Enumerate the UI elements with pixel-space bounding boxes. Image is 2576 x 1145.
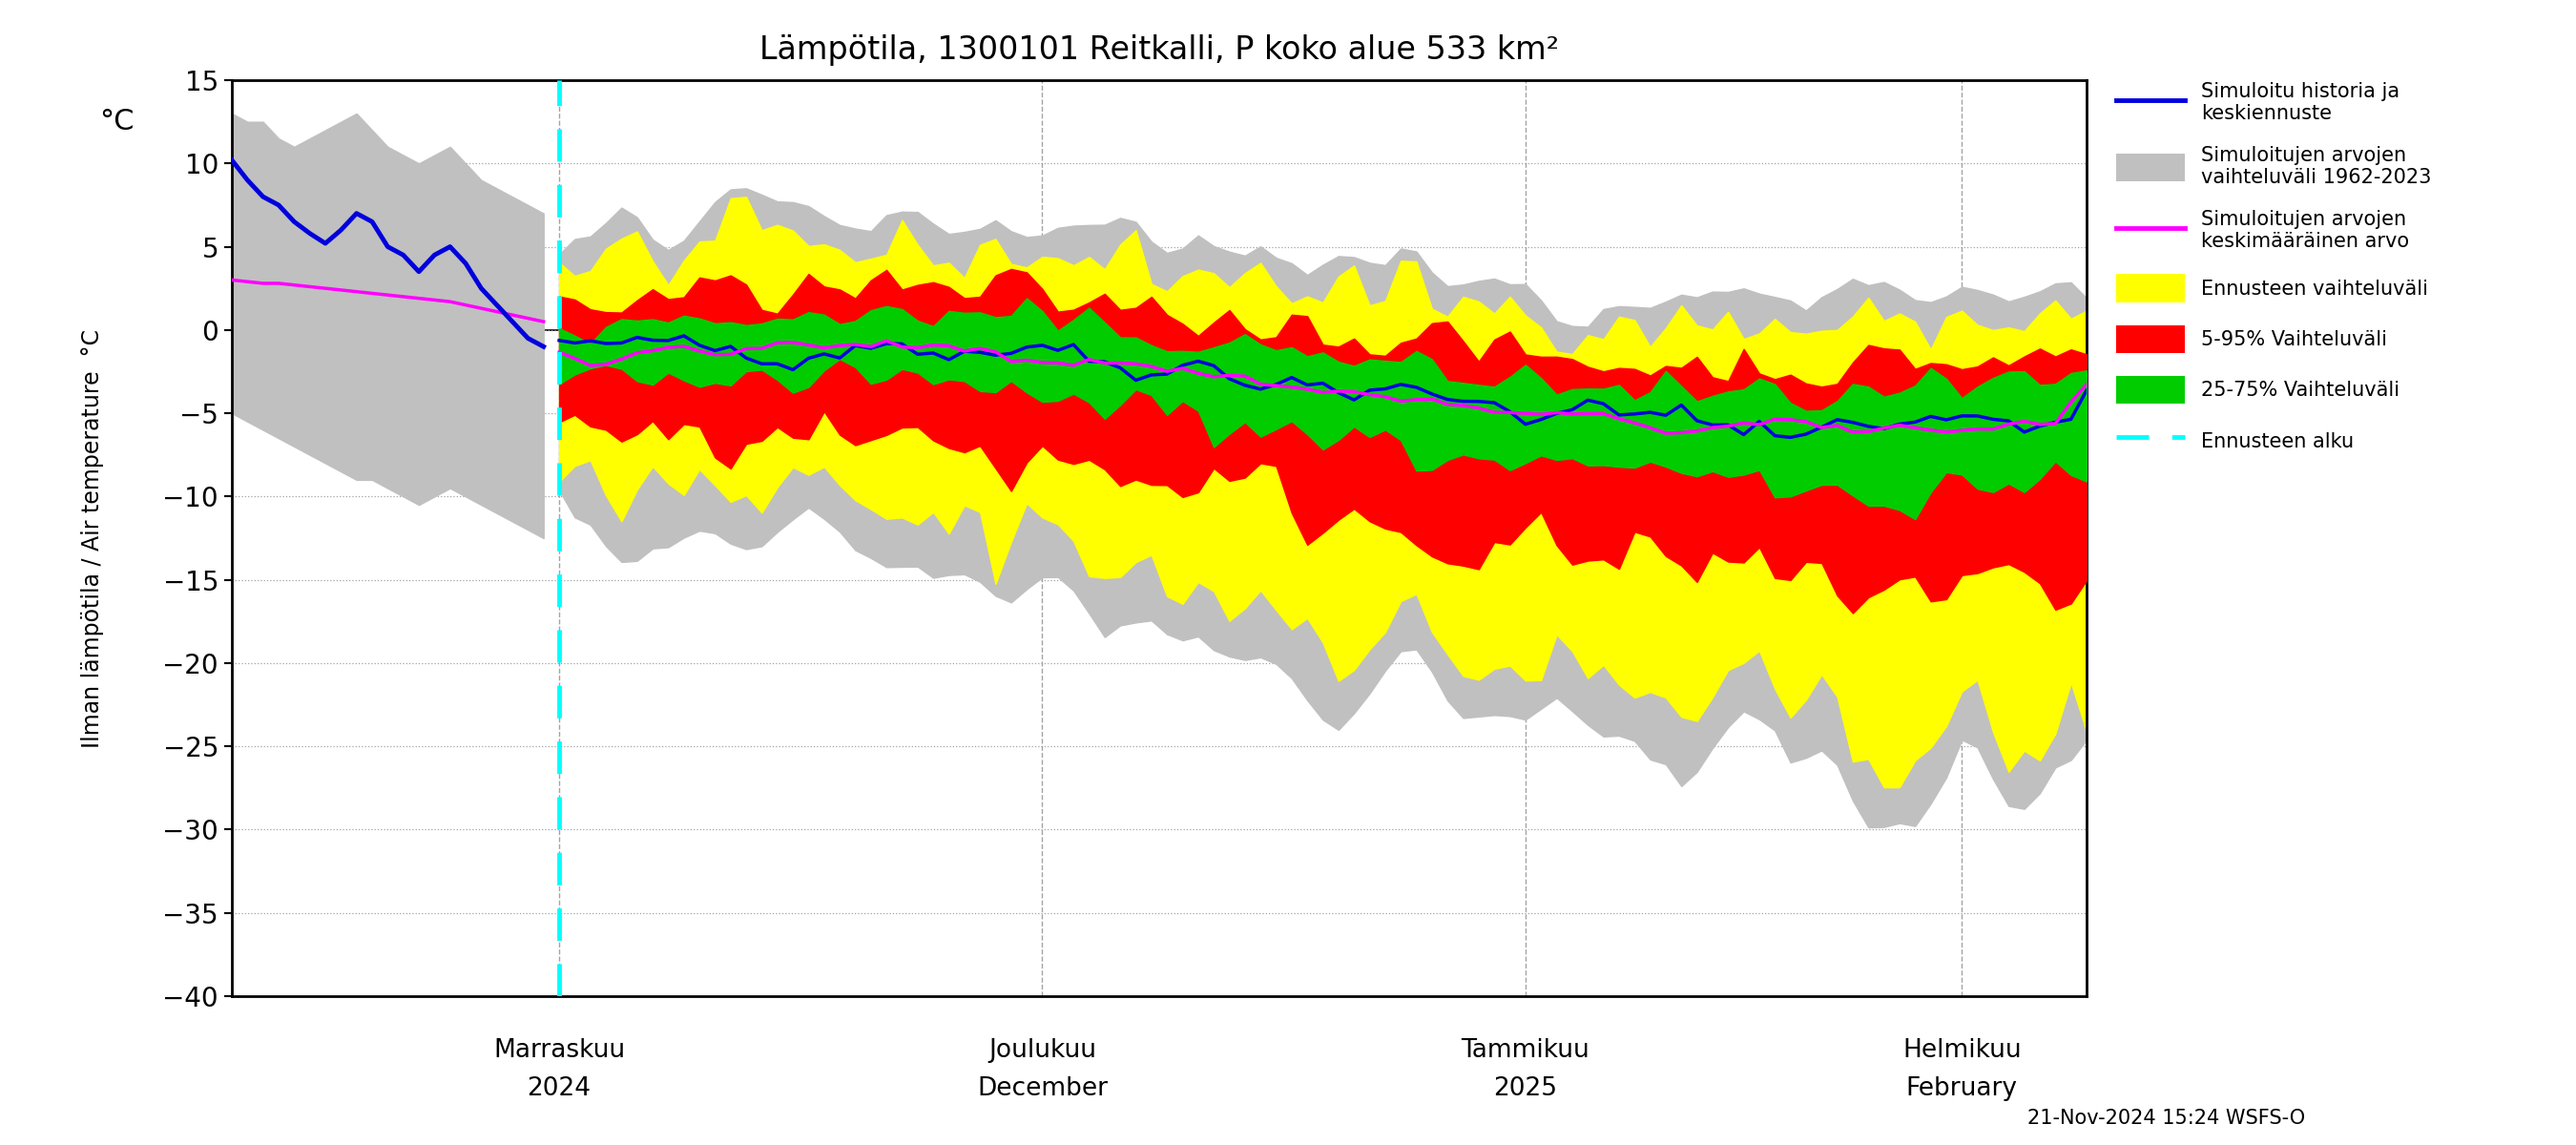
Text: February: February: [1906, 1076, 2017, 1100]
Title: Lämpötila, 1300101 Reitkalli, P koko alue 533 km²: Lämpötila, 1300101 Reitkalli, P koko alu…: [760, 34, 1558, 65]
Text: Tammikuu: Tammikuu: [1461, 1037, 1589, 1063]
Text: 2024: 2024: [528, 1076, 590, 1100]
Legend: Simuloitu historia ja
keskiennuste, Simuloitujen arvojen
vaihteluväli 1962-2023,: Simuloitu historia ja keskiennuste, Simu…: [2105, 72, 2442, 465]
Text: 2025: 2025: [1494, 1076, 1558, 1100]
Text: 21-Nov-2024 15:24 WSFS-O: 21-Nov-2024 15:24 WSFS-O: [2027, 1108, 2306, 1128]
Text: December: December: [976, 1076, 1108, 1100]
Text: °C: °C: [100, 108, 134, 135]
Text: Marraskuu: Marraskuu: [492, 1037, 626, 1063]
Text: Helmikuu: Helmikuu: [1904, 1037, 2022, 1063]
Text: Ilman lämpötila / Air temperature  °C: Ilman lämpötila / Air temperature °C: [82, 329, 103, 748]
Text: Joulukuu: Joulukuu: [989, 1037, 1097, 1063]
